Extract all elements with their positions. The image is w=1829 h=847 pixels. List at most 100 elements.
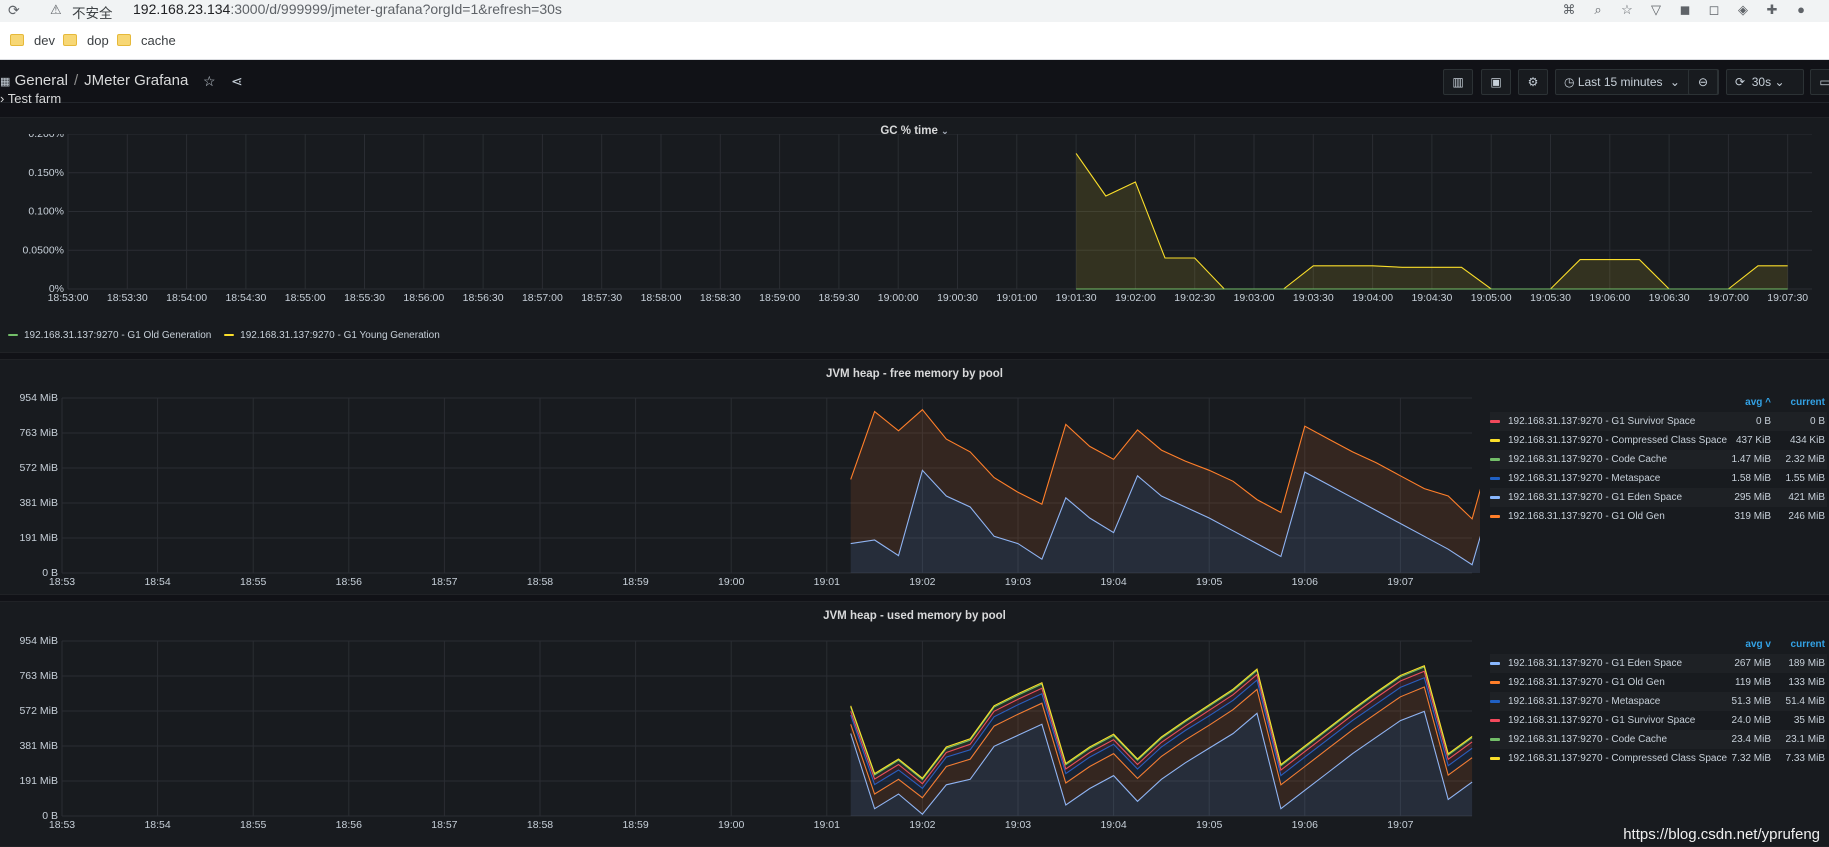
legend-sort-avg[interactable]: avg ^ xyxy=(1745,397,1771,408)
dashboard-title[interactable]: JMeter Grafana xyxy=(84,72,189,89)
legend-label: 192.168.31.137:9270 - Compressed Class S… xyxy=(1508,435,1728,446)
x-tick-label: 19:04:30 xyxy=(1411,292,1452,304)
share-icon[interactable]: ⋖ xyxy=(231,73,243,89)
extension-color-icon[interactable]: ◼ xyxy=(1679,2,1691,17)
browser-toolbar: ⟳ ⚠ 不安全 192.168.23.134:3000/d/999999/jme… xyxy=(0,0,1829,22)
zoom-out-button[interactable]: ⊖ xyxy=(1688,69,1718,95)
chevron-down-icon: ⌄ xyxy=(941,126,949,136)
refresh-picker[interactable]: ⟳ 30s ⌄ xyxy=(1726,69,1804,95)
tv-mode-button[interactable]: ▭ xyxy=(1810,69,1829,95)
refresh-interval-label: 30s xyxy=(1751,75,1772,89)
browser-tools: ⌘ ⌕ ☆ ▽ ◼ ◻ ◈ ✚ ● xyxy=(1548,2,1809,18)
legend-swatch xyxy=(1490,756,1500,760)
legend-sort-current[interactable]: current xyxy=(1790,397,1825,408)
x-tick-label: 18:59:00 xyxy=(759,292,800,304)
dashboards-grid-icon[interactable]: ▦ xyxy=(0,76,11,88)
row-title[interactable]: › Test farm xyxy=(0,91,100,105)
series-area-g1-old-gen xyxy=(850,687,1473,815)
clock-icon: ◷ xyxy=(1564,75,1575,89)
extension-b-icon[interactable]: ◈ xyxy=(1738,2,1748,17)
legend-swatch xyxy=(1490,737,1500,741)
legend-item[interactable]: 192.168.31.137:9270 - G1 Old Gen 119 MiB 1… xyxy=(1490,673,1827,692)
legend-item[interactable]: 192.168.31.137:9270 - Compressed Class S… xyxy=(1490,431,1827,450)
save-dashboard-button[interactable]: ▣ xyxy=(1481,69,1511,95)
profile-icon[interactable]: ● xyxy=(1797,2,1805,17)
legend-item[interactable]: 192.168.31.137:9270 - Code Cache 1.47 MiB… xyxy=(1490,450,1827,469)
x-tick-label: 19:02 xyxy=(909,576,935,588)
x-tick-label: 18:59 xyxy=(622,576,648,588)
breadcrumb: ▦ General / JMeter Grafana xyxy=(0,72,188,89)
legend-swatch xyxy=(1490,476,1500,480)
extension-jh-icon[interactable]: ◻ xyxy=(1708,2,1720,17)
legend-item-young-gen[interactable]: 192.168.31.137:9270 - G1 Young Generatio… xyxy=(224,330,440,341)
legend-item[interactable]: 192.168.31.137:9270 - G1 Eden Space 295 M… xyxy=(1490,488,1827,507)
y-tick-label: 954 MiB xyxy=(19,392,58,404)
x-tick-label: 18:59 xyxy=(622,819,648,831)
x-tick-label: 18:53 xyxy=(49,819,75,831)
legend-swatch xyxy=(1490,457,1500,461)
x-tick-label: 18:58 xyxy=(527,819,553,831)
legend-current: 1.55 MiB xyxy=(1785,473,1825,484)
x-tick-label: 18:58:00 xyxy=(641,292,682,304)
y-tick-label: 0% xyxy=(49,283,64,295)
legend-item[interactable]: 192.168.31.137:9270 - Metaspace 51.3 MiB 5… xyxy=(1490,692,1827,711)
legend-label: 192.168.31.137:9270 - G1 Old Gen xyxy=(1508,511,1665,522)
refresh-icon: ⟳ xyxy=(1735,75,1746,89)
legend-current: 434 KiB xyxy=(1789,435,1825,446)
y-tick-label: 0.100% xyxy=(28,206,64,218)
legend-item[interactable]: 192.168.31.137:9270 - G1 Survivor Space 0… xyxy=(1490,412,1827,431)
legend-item[interactable]: 192.168.31.137:9270 - G1 Old Gen 319 MiB 2… xyxy=(1490,507,1827,526)
panel-title[interactable]: JVM heap - used memory by pool xyxy=(823,610,1006,622)
legend-swatch xyxy=(8,334,18,337)
legend-sort-current[interactable]: current xyxy=(1790,639,1825,650)
legend-swatch xyxy=(1490,438,1500,442)
x-tick-label: 19:07 xyxy=(1387,819,1413,831)
address-bar[interactable]: ⚠ 不安全 192.168.23.134:3000/d/999999/jmete… xyxy=(40,1,1500,21)
breadcrumb-folder[interactable]: General xyxy=(14,72,68,89)
legend-sort-avg[interactable]: avg v xyxy=(1745,639,1771,650)
legend-item[interactable]: 192.168.31.137:9270 - G1 Survivor Space 2… xyxy=(1490,711,1827,730)
x-tick-label: 18:55 xyxy=(240,819,266,831)
add-panel-button[interactable]: ▥ xyxy=(1443,69,1473,95)
x-tick-label: 19:00 xyxy=(718,819,744,831)
panel-heap-free: JVM heap - free memory by pool 954 MiB 76… xyxy=(0,359,1829,595)
legend-item-old-gen[interactable]: 192.168.31.137:9270 - G1 Old Generation xyxy=(8,330,211,341)
puzzle-icon[interactable]: ✚ xyxy=(1766,2,1778,17)
star-icon[interactable]: ☆ xyxy=(203,73,216,89)
x-tick-label: 19:01 xyxy=(814,819,840,831)
dashboard-settings-button[interactable]: ⚙ xyxy=(1518,69,1548,95)
x-tick-label: 18:54 xyxy=(144,819,170,831)
x-tick-label: 19:04:00 xyxy=(1352,292,1393,304)
heap-free-legend: avg ^ current 192.168.31.137:9270 - G1 Sur… xyxy=(1490,393,1827,526)
zoom-icon[interactable]: ⌕ xyxy=(1594,2,1602,17)
bookmark-label: dop xyxy=(87,33,109,48)
legend-swatch xyxy=(1490,680,1500,684)
x-tick-label: 18:54:30 xyxy=(225,292,266,304)
extension-v-icon[interactable]: ▽ xyxy=(1651,2,1661,17)
url-text[interactable]: 192.168.23.134:3000/d/999999/jmeter-graf… xyxy=(133,1,562,17)
x-tick-label: 19:05 xyxy=(1196,819,1222,831)
reload-icon[interactable]: ⟳ xyxy=(8,2,20,18)
series-area-g1-young-generation xyxy=(1076,153,1788,289)
legend-label: 192.168.31.137:9270 - G1 Survivor Space xyxy=(1508,715,1696,726)
legend-swatch xyxy=(224,334,235,337)
bookmark-dop[interactable]: dop xyxy=(63,33,109,48)
legend-item[interactable]: 192.168.31.137:9270 - Metaspace 1.58 MiB 1… xyxy=(1490,469,1827,488)
star-icon[interactable]: ☆ xyxy=(1621,2,1633,17)
gc-chart[interactable]: 0.200% 0.150% 0.100% 0.0500% 0%18:53:00 18:53… xyxy=(0,134,1829,344)
bookmark-dev[interactable]: dev xyxy=(10,33,55,48)
panel-title[interactable]: JVM heap - free memory by pool xyxy=(825,368,1003,380)
translate-icon[interactable]: ⌘ xyxy=(1562,2,1576,17)
bookmark-cache[interactable]: cache xyxy=(117,33,176,48)
y-tick-label: 0 B xyxy=(42,567,58,579)
legend-current: 189 MiB xyxy=(1788,658,1825,669)
legend-item[interactable]: 192.168.31.137:9270 - G1 Eden Space 267 M… xyxy=(1490,654,1827,673)
legend-current: 7.33 MiB xyxy=(1785,753,1825,764)
folder-icon xyxy=(63,34,77,46)
legend-item[interactable]: 192.168.31.137:9270 - Code Cache 23.4 MiB… xyxy=(1490,730,1827,749)
legend-item[interactable]: 192.168.31.137:9270 - Compressed Class S… xyxy=(1490,749,1827,768)
y-tick-label: 0 B xyxy=(42,810,58,822)
x-tick-label: 19:01:30 xyxy=(1056,292,1097,304)
